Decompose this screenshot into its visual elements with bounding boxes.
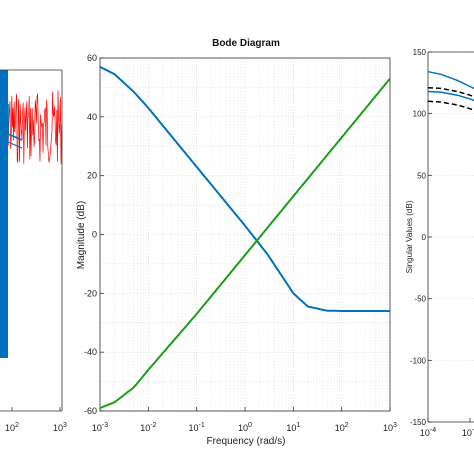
y-tick-label: 0 xyxy=(422,233,427,242)
y-tick-label: -100 xyxy=(410,356,427,365)
series-line-dashed xyxy=(427,100,474,112)
singular-values-plot-panel: Singular Values (dB) 150 100 50 0 -50 -100 -15… xyxy=(405,48,474,438)
x-tick-label: 102 xyxy=(5,422,19,433)
x-tick-label: 103 xyxy=(53,422,67,433)
x-tick-label: 10-4 xyxy=(420,427,436,438)
x-axis-label: Frequency (rad/s) xyxy=(207,436,286,447)
y-tick-label: -50 xyxy=(414,295,426,304)
y-tick-label: 150 xyxy=(413,48,427,57)
x-tick-label: 103 xyxy=(383,422,397,433)
x-tick-label: 10-3 xyxy=(92,422,108,433)
y-tick-label: 0 xyxy=(92,230,97,240)
series-line-green xyxy=(99,77,391,410)
grid xyxy=(428,51,474,423)
bode-plot-panel: Bode Diagram Frequency (rad/s) Magnitude… xyxy=(76,38,397,447)
y-tick-label: 40 xyxy=(87,112,97,122)
y-tick-label: 20 xyxy=(87,171,97,181)
left-plot-panel: 102 103 xyxy=(0,69,67,433)
y-tick-label: -20 xyxy=(84,288,97,298)
x-tick-label: 101 xyxy=(286,422,300,433)
x-tick-label: 102 xyxy=(335,422,349,433)
y-axis-label: Magnitude (dB) xyxy=(76,201,87,269)
y-axis-label-singular-values: Singular Values (dB) xyxy=(405,200,414,273)
x-tick-label: 10-1 xyxy=(189,422,205,433)
series-line-blue xyxy=(427,70,474,90)
series-line-blue xyxy=(99,65,390,312)
series-line-dashed xyxy=(427,87,474,98)
series-line-red xyxy=(3,85,62,165)
series-band-blue xyxy=(0,70,8,358)
y-tick-label: -60 xyxy=(84,406,97,416)
y-tick-label: -150 xyxy=(410,418,427,427)
y-tick-label: 100 xyxy=(413,110,427,119)
y-tick-label: 50 xyxy=(417,171,426,180)
x-tick-label: 100 xyxy=(238,422,252,433)
chart-title: Bode Diagram xyxy=(212,38,280,49)
y-tick-label: -40 xyxy=(84,347,97,357)
series-line-blue-2 xyxy=(7,112,23,149)
x-tick-label: 10-3 xyxy=(462,427,474,438)
series-line-blue xyxy=(427,90,474,102)
y-tick-label: 60 xyxy=(87,53,97,63)
grid xyxy=(99,57,391,412)
x-tick-label: 10-2 xyxy=(140,422,156,433)
